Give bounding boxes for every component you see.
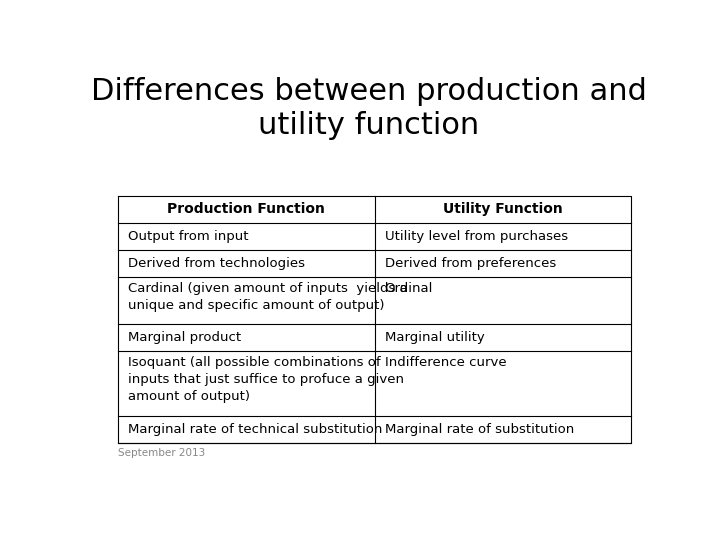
Text: Production Function: Production Function (167, 202, 325, 217)
Text: Derived from technologies: Derived from technologies (128, 257, 305, 270)
Text: Indifference curve: Indifference curve (384, 356, 506, 369)
Text: Ordinal: Ordinal (384, 282, 433, 295)
Text: Marginal rate of technical substitution: Marginal rate of technical substitution (128, 423, 382, 436)
Text: Marginal utility: Marginal utility (384, 330, 485, 343)
Text: Isoquant (all possible combinations of
inputs that just suffice to profuce a giv: Isoquant (all possible combinations of i… (128, 356, 404, 403)
Text: September 2013: September 2013 (118, 448, 205, 458)
Text: Output from input: Output from input (128, 230, 248, 243)
Text: Marginal rate of substitution: Marginal rate of substitution (384, 423, 574, 436)
Text: Derived from preferences: Derived from preferences (384, 257, 556, 270)
Text: Marginal product: Marginal product (128, 330, 241, 343)
Text: Cardinal (given amount of inputs  yields a
unique and specific amount of output): Cardinal (given amount of inputs yields … (128, 282, 408, 312)
Text: Differences between production and
utility function: Differences between production and utili… (91, 77, 647, 140)
Text: Utility Function: Utility Function (443, 202, 563, 217)
Text: Utility level from purchases: Utility level from purchases (384, 230, 568, 243)
